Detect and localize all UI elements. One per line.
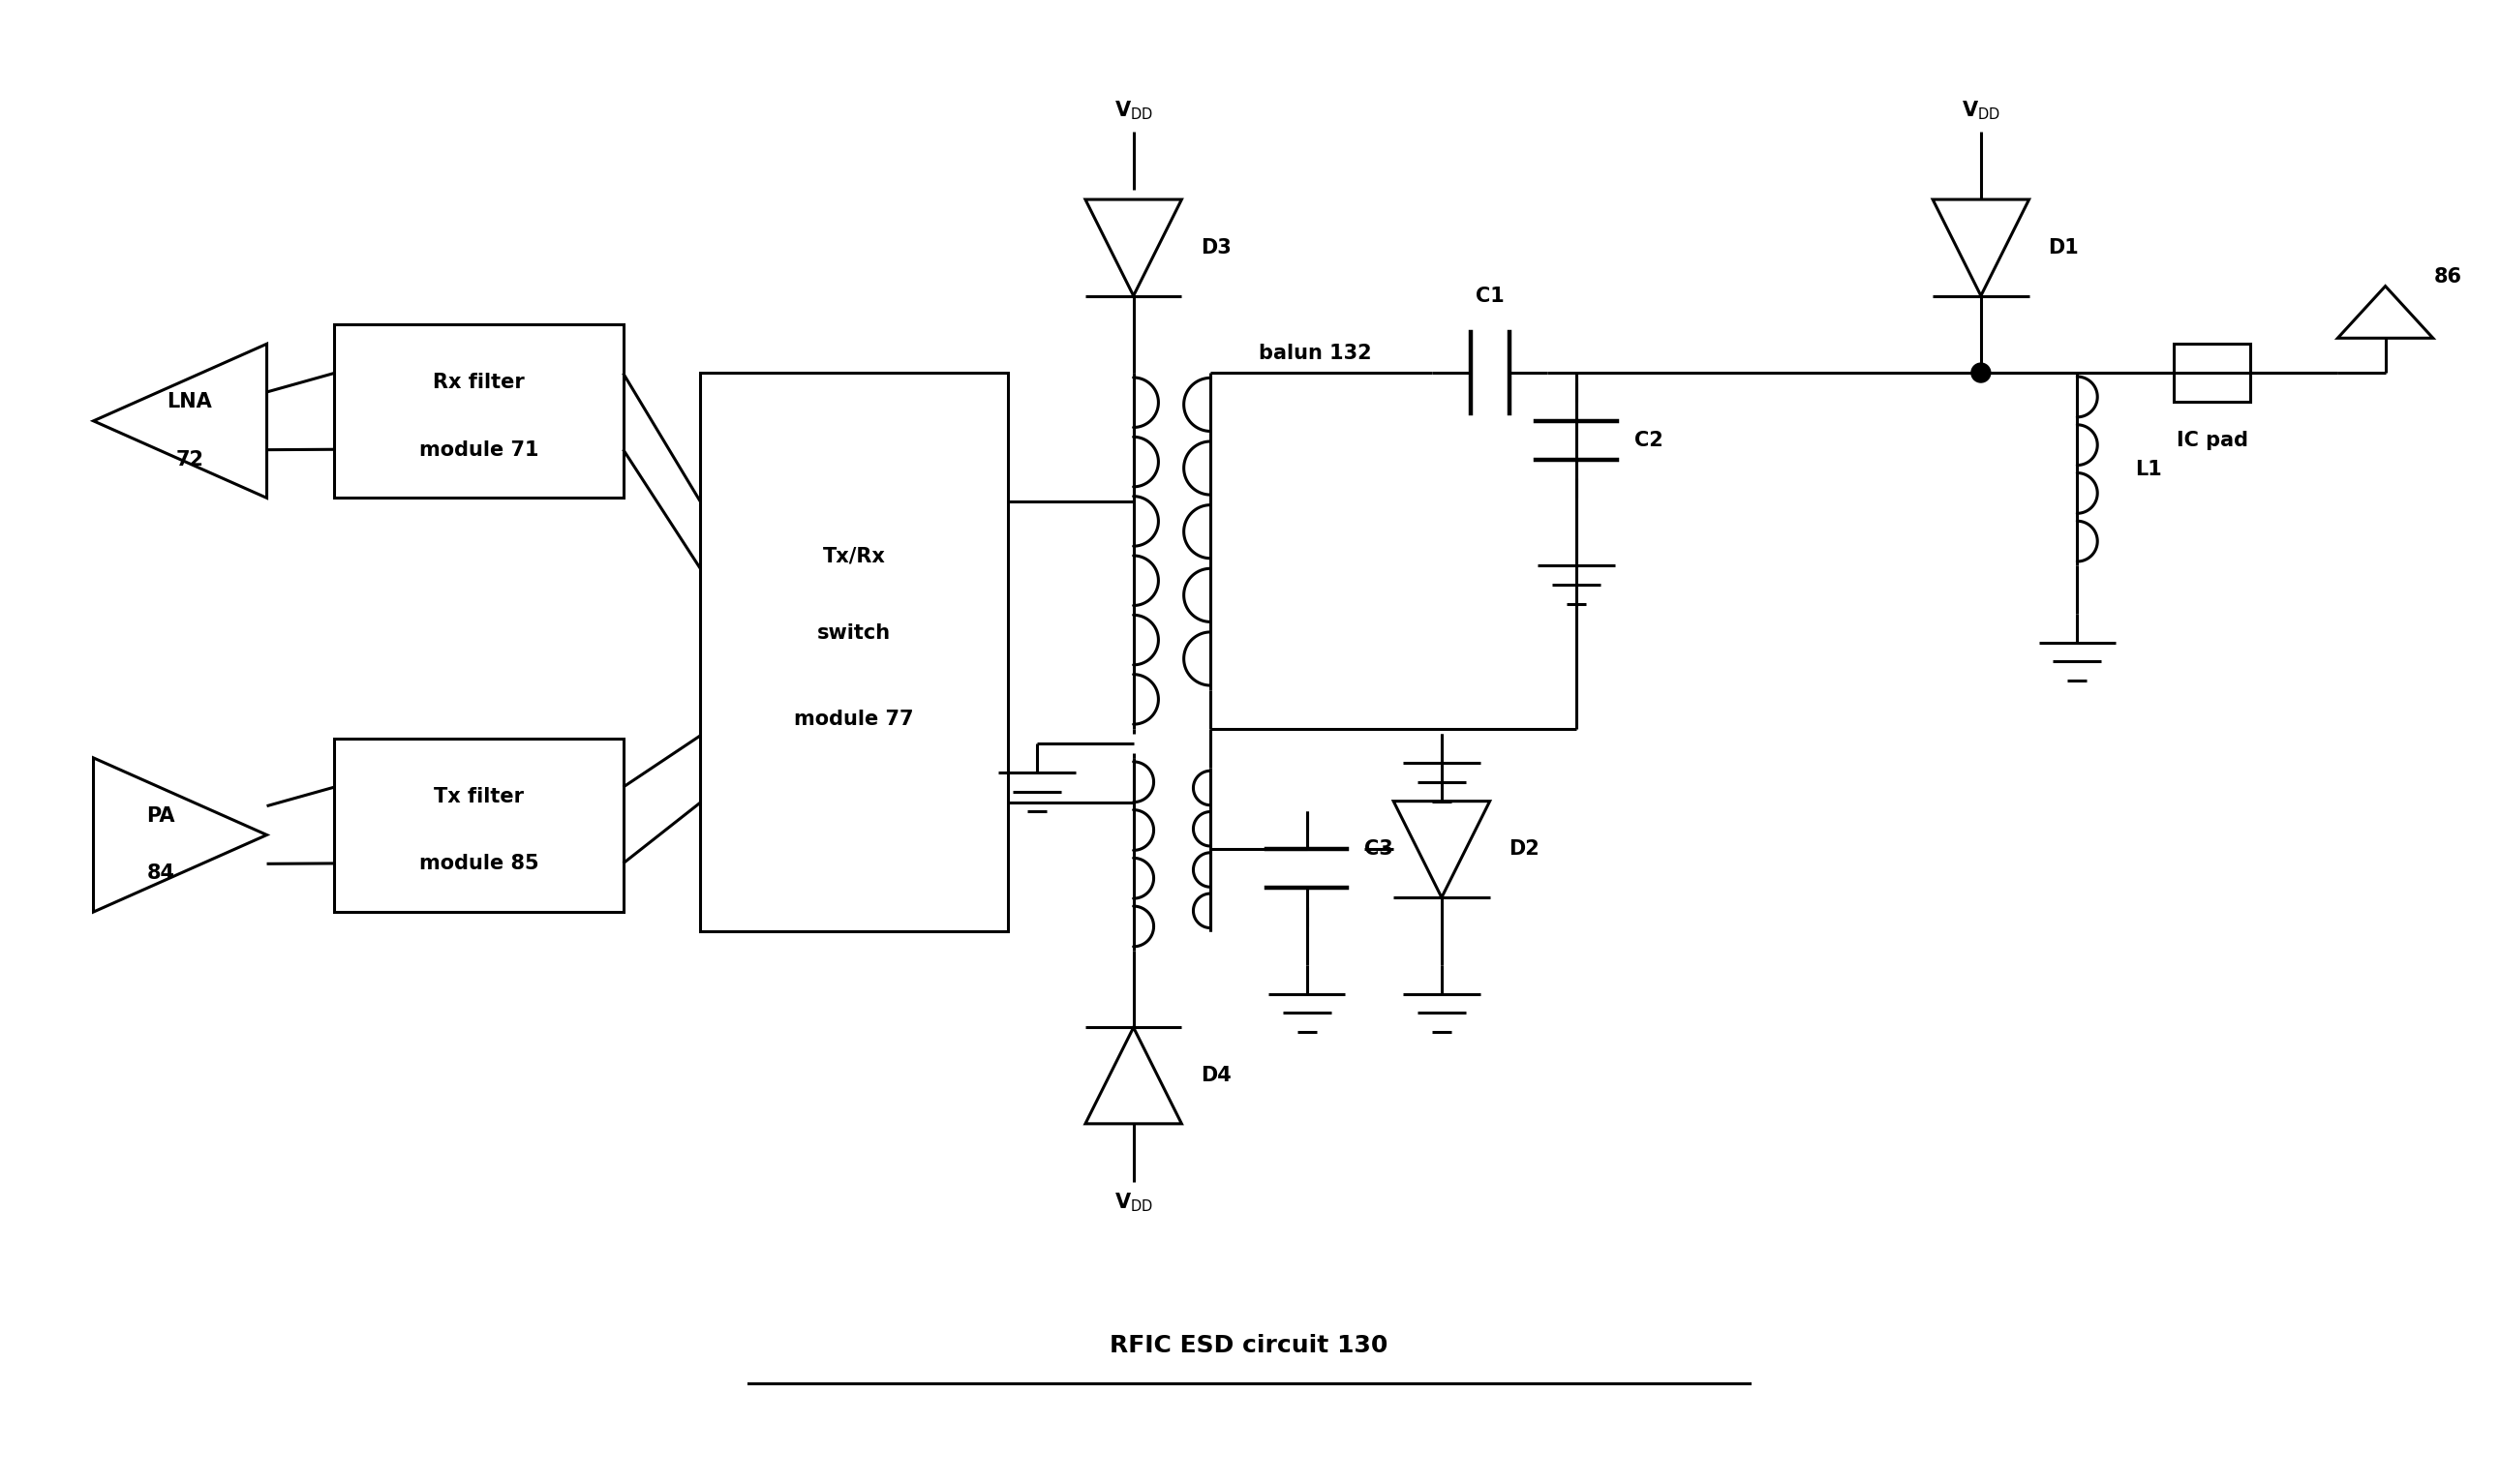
Text: C3: C3 [1365, 840, 1393, 859]
Text: 86: 86 [2432, 267, 2462, 286]
Text: D4: D4 [1200, 1066, 1232, 1085]
Text: L1: L1 [2135, 460, 2162, 479]
Bar [335, 325, 622, 499]
Text: switch: switch [818, 623, 890, 643]
Text: C1: C1 [1475, 286, 1505, 306]
Text: 72: 72 [175, 450, 205, 469]
Text: 84: 84 [148, 864, 175, 883]
Text: D2: D2 [1510, 840, 1540, 859]
Text: Tx filter: Tx filter [432, 787, 522, 806]
Text: IC pad: IC pad [2175, 430, 2248, 450]
Bar [2172, 344, 2250, 402]
Text: C2: C2 [1635, 430, 1663, 450]
Bar [335, 739, 622, 913]
Text: D3: D3 [1200, 237, 1232, 257]
Text: V$_{\rm DD}$: V$_{\rm DD}$ [1115, 99, 1152, 123]
Text: PA: PA [148, 806, 175, 825]
Text: module 77: module 77 [795, 709, 915, 729]
Circle shape [1972, 364, 1990, 383]
Text: LNA: LNA [168, 392, 212, 411]
Text: V$_{\rm DD}$: V$_{\rm DD}$ [1115, 1192, 1152, 1214]
Bar [700, 372, 1008, 930]
Text: D1: D1 [2047, 237, 2080, 257]
Text: module 85: module 85 [420, 855, 538, 874]
Text: module 71: module 71 [420, 441, 538, 460]
Text: V$_{\rm DD}$: V$_{\rm DD}$ [1962, 99, 2000, 123]
Text: Rx filter: Rx filter [432, 372, 525, 392]
Text: RFIC ESD circuit 130: RFIC ESD circuit 130 [1110, 1334, 1388, 1356]
Text: balun 132: balun 132 [1258, 344, 1373, 364]
Text: Tx/Rx: Tx/Rx [822, 546, 885, 565]
